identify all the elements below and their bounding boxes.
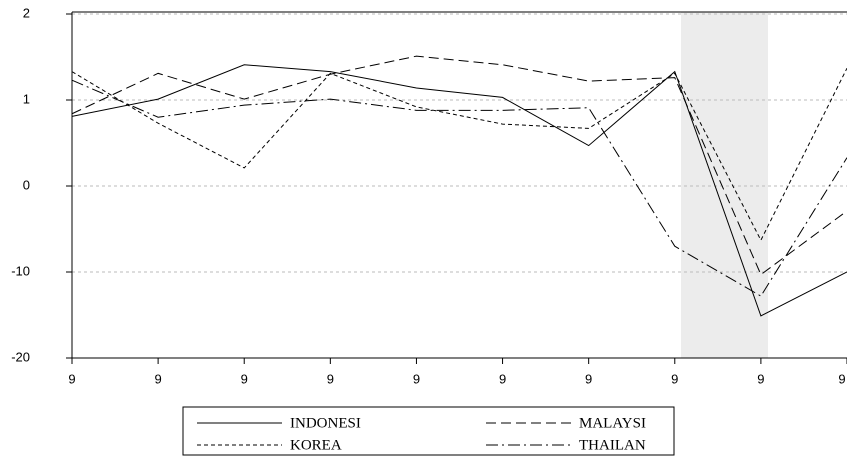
x-tick-label: 9 [757, 371, 764, 386]
y-tick-label: 1 [23, 91, 30, 106]
legend-label: KOREA [290, 437, 342, 453]
x-tick-label: 9 [154, 371, 161, 386]
x-tick-label: 9 [671, 371, 678, 386]
legend-label: MALAYSI [579, 415, 646, 431]
series-line [71, 55, 847, 276]
series-line [71, 64, 847, 317]
series-line [71, 79, 847, 297]
x-tick-label: 9 [68, 371, 75, 386]
legend-label: INDONESI [290, 415, 361, 431]
y-tick-label: 2 [23, 5, 30, 20]
y-tick-label: 0 [23, 177, 30, 192]
x-tick-label: 9 [327, 371, 334, 386]
x-tick-label: 9 [838, 371, 845, 386]
legend-label: THAILAN [579, 437, 646, 453]
shaded-period [681, 12, 768, 358]
x-tick-label: 9 [241, 371, 248, 386]
series-line [71, 67, 847, 242]
x-tick-label: 9 [499, 371, 506, 386]
axes-frame [71, 11, 847, 359]
x-tick-label: 9 [413, 371, 420, 386]
x-tick-label: 9 [585, 371, 592, 386]
plot: -20 -10 0 1 2 9 9 9 9 9 9 9 9 9 9 [11, 5, 847, 386]
y-tick-label: -10 [11, 263, 30, 278]
legend: INDONESI MALAYSI KOREA THAILAN [197, 415, 646, 453]
legend-box [182, 406, 675, 456]
y-tick-label: -20 [11, 349, 30, 364]
